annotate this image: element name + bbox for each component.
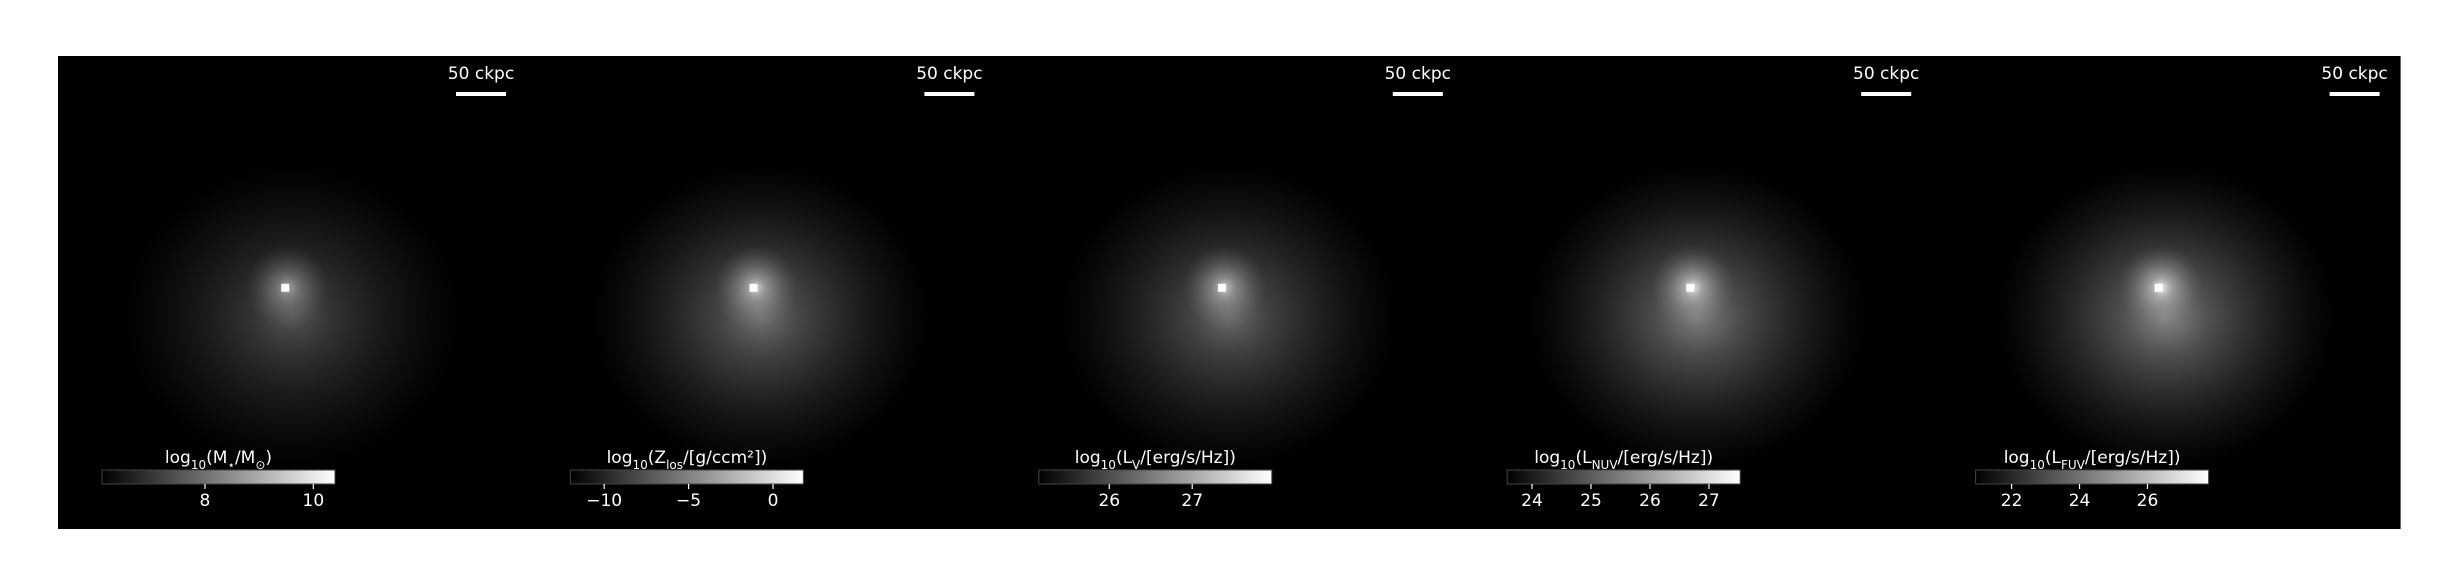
colorbar-label-part: /[erg/s/Hz]) [2085,448,2181,468]
colorbar-label-part: log [2004,448,2030,468]
colorbar [1038,469,1273,485]
colorbar-tick-label: 24 [2069,491,2091,511]
panel: 50 ckpc log10(LNUV/[erg/s/Hz]) 24 25 26 27 [1463,56,1933,529]
colorbar-label: log10(M⋆/M⊙) [165,448,272,472]
colorbar-label-part: FUV [2061,458,2086,472]
scale-bar-label: 50 ckpc [916,64,982,84]
core-pixel [1686,283,1695,292]
colorbar [1506,469,1741,485]
colorbar-label-part: V [1132,458,1141,472]
scale-bar-label: 50 ckpc [2321,64,2387,84]
colorbar-label-part: ⋆ [227,458,235,472]
colorbar-label: log10(LNUV/[erg/s/Hz]) [1534,448,1713,472]
colorbar-label-part: /[g/ccm²]) [683,448,767,468]
core-pixel [2154,283,2163,292]
colorbar-tick-label: 10 [303,491,325,511]
colorbar-tick-label: 27 [1181,491,1203,511]
colorbar-label: log10(LFUV/[erg/s/Hz]) [2004,448,2181,472]
panel: 50 ckpc log10(LFUV/[erg/s/Hz]) 22 24 26 [1931,56,2401,529]
colorbar-label-part: (L [2045,448,2062,468]
colorbar-label-part: log [165,448,191,468]
panel: 50 ckpc log10(Zlos/[g/ccm²]) −10 −5 0 [526,56,996,529]
colorbar-tick-label: 27 [1698,491,1720,511]
colorbar [101,469,336,485]
colorbar-label-part: 10 [2030,458,2045,472]
colorbar-label-part: (M [206,448,227,468]
colorbar-tick-label: 0 [768,491,779,511]
colorbar-label-part: log [1534,448,1560,468]
colorbar-tick-label: 26 [1098,491,1120,511]
colorbar-label-part: ) [265,448,272,468]
colorbar-tick-label: 22 [2001,491,2023,511]
colorbar-label-part: /[erg/s/Hz]) [1140,448,1236,468]
colorbar-label-part: (Z [648,448,666,468]
colorbar-label: log10(Zlos/[g/ccm²]) [607,448,768,472]
colorbar-tick-label: 8 [200,491,211,511]
colorbar-label-part: 10 [191,458,206,472]
colorbar-tick-label: 24 [1521,491,1543,511]
colorbar-label-part: 10 [1560,458,1575,472]
core-pixel [749,283,758,292]
colorbar-tick-label: −5 [676,491,701,511]
colorbar [569,469,804,485]
colorbar-tick-label: 26 [2137,491,2159,511]
colorbar-label-part: /[erg/s/Hz]) [1618,448,1714,468]
scale-bar-label: 50 ckpc [448,64,514,84]
colorbar-label-part: NUV [1592,458,1619,472]
colorbar-label-part: /M [235,448,255,468]
colorbar [1975,469,2210,485]
colorbar-label-part: (L [1575,448,1592,468]
colorbar-tick-label: −10 [586,491,622,511]
scale-bar-label: 50 ckpc [1853,64,1919,84]
colorbar-label-part: log [1075,448,1101,468]
colorbar-tick-label: 26 [1639,491,1661,511]
colorbar-label-part: los [666,458,683,472]
colorbar-label-part: ⊙ [255,458,265,472]
colorbar-label-part: log [607,448,633,468]
panel: 50 ckpc log10(LV/[erg/s/Hz]) 26 27 [994,56,1464,529]
colorbar-label-part: 10 [1101,458,1116,472]
colorbar-label: log10(LV/[erg/s/Hz]) [1075,448,1236,472]
scale-bar-label: 50 ckpc [1385,64,1451,84]
colorbar-label-part: (L [1116,448,1133,468]
colorbar-tick-label: 25 [1580,491,1602,511]
colorbar-label-part: 10 [633,458,648,472]
core-pixel [1217,283,1226,292]
core-pixel [281,283,290,292]
